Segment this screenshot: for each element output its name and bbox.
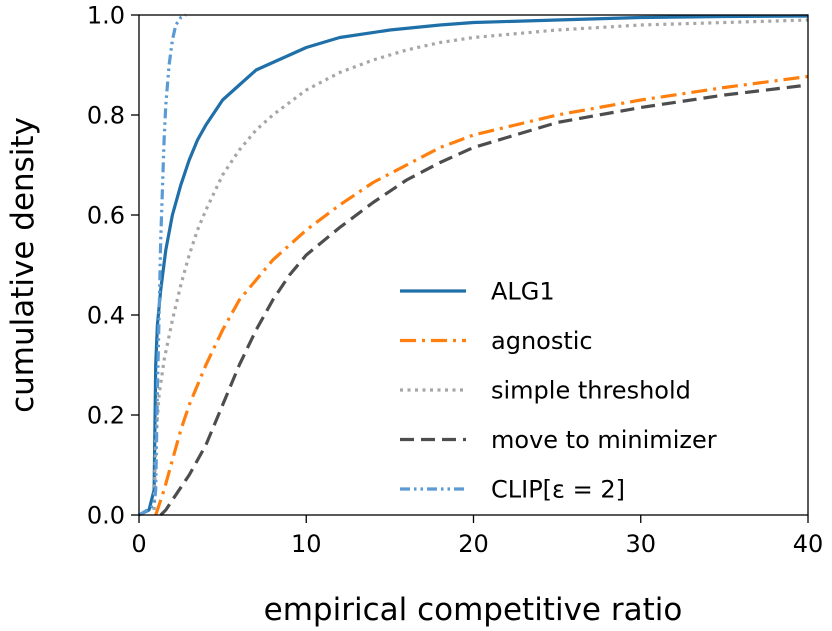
x-tick-label: 30: [625, 530, 656, 558]
legend-label-1: ALG1: [491, 278, 555, 306]
x-tick-label: 10: [291, 530, 322, 558]
x-axis-label: empirical competitive ratio: [264, 592, 683, 628]
y-tick-label: 0.8: [87, 102, 125, 130]
x-tick-label: 20: [458, 530, 489, 558]
x-tick-label: 0: [131, 530, 146, 558]
legend-label-2: agnostic: [491, 327, 593, 355]
y-tick-label: 0.4: [87, 302, 125, 330]
series-line-3: [152, 18, 809, 511]
y-axis-label: cumulative density: [5, 117, 41, 413]
series-lines: [138, 13, 809, 517]
legend-label-5: CLIP[ε = 2]: [491, 476, 625, 504]
legend-label-3: simple threshold: [491, 377, 691, 405]
legend: ALG1 agnostic simple threshold move to mini…: [400, 278, 717, 504]
y-tick-label: 0.0: [87, 502, 125, 530]
series-line-5: [138, 13, 187, 517]
axis-ticks: 0 10 20 30 40 0.0 0.2 0.4 0.6 0.8 1.0: [87, 2, 823, 559]
y-tick-label: 1.0: [87, 2, 125, 30]
y-tick-label: 0.2: [87, 402, 125, 430]
series-line-4: [159, 83, 809, 517]
x-tick-label: 40: [793, 530, 824, 558]
y-tick-label: 0.6: [87, 202, 125, 230]
legend-label-4: move to minimizer: [491, 426, 717, 454]
